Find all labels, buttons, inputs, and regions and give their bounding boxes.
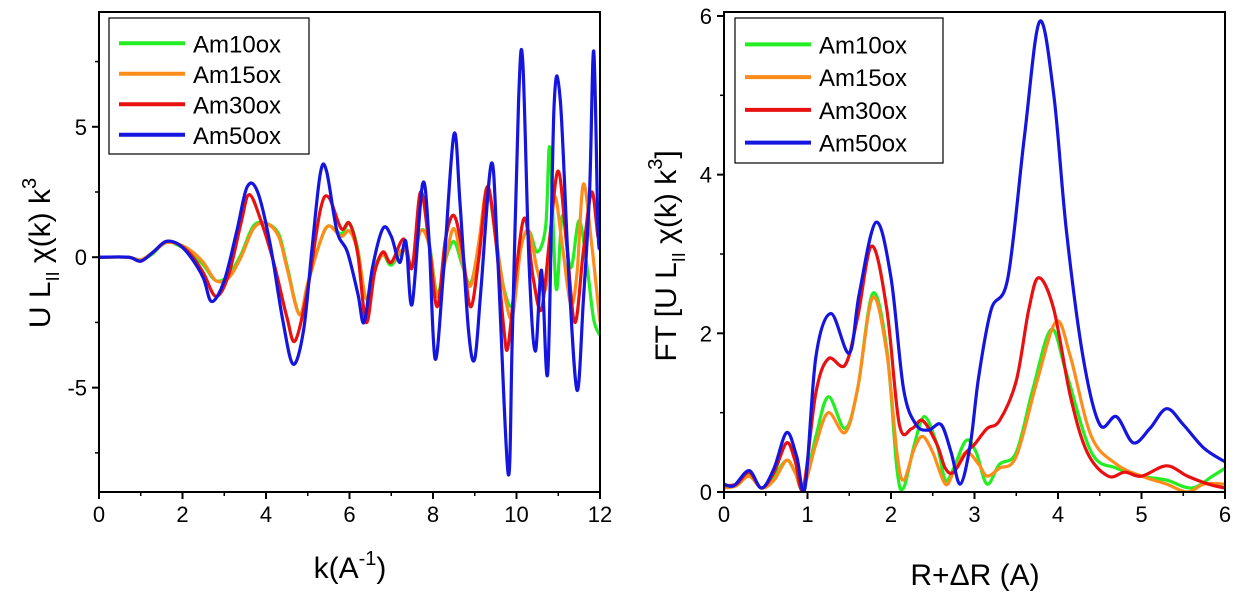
y-axis-title: FT [U LII χ(k) k3] xyxy=(645,150,689,361)
legend-box xyxy=(734,17,944,164)
series-line-am30ox xyxy=(724,244,1225,492)
legend-label: Am15ox xyxy=(193,62,281,89)
series-line-am50ox xyxy=(724,19,1225,492)
y-tick-label: 0 xyxy=(75,245,87,270)
series-line-am15ox xyxy=(99,182,600,323)
x-axis-title: R+ΔR (A) xyxy=(910,559,1039,592)
x-tick-label: 3 xyxy=(968,502,980,527)
legend: Am10ox Am15ox Am30ox Am50ox xyxy=(734,17,944,164)
x-tick-label: 0 xyxy=(718,502,730,527)
y-tick-label: 6 xyxy=(700,4,712,29)
exafs-chi-panel: 0 2 4 6 8 10 12 -5 0 5 k(A-1) U LII χ(k) k3 Am10o… xyxy=(19,11,612,585)
y-tick-label: 5 xyxy=(75,115,87,140)
x-tick-label: 4 xyxy=(260,502,272,527)
x-tick-label: 12 xyxy=(588,502,612,527)
x-axis-title: k(A-1) xyxy=(314,548,387,585)
legend-label: Am50ox xyxy=(193,123,281,150)
axis-ticks: 0 2 4 6 8 10 12 -5 0 5 xyxy=(67,60,612,527)
legend-label: Am10ox xyxy=(193,31,281,58)
legend-label: Am50ox xyxy=(819,131,907,158)
y-axis-title: U LII χ(k) k3 xyxy=(19,178,63,328)
x-tick-label: 8 xyxy=(427,502,439,527)
x-tick-label: 2 xyxy=(885,502,897,527)
x-tick-label: 1 xyxy=(801,502,813,527)
x-tick-label: 10 xyxy=(504,502,528,527)
series-line-am50ox xyxy=(99,47,600,477)
plot-lines xyxy=(724,19,1225,492)
legend-label: Am30ox xyxy=(819,98,907,125)
x-tick-label: 0 xyxy=(93,502,105,527)
y-tick-label: 0 xyxy=(700,480,712,505)
x-tick-label: 6 xyxy=(1219,502,1231,527)
y-tick-label: -5 xyxy=(67,376,87,401)
y-tick-label: 2 xyxy=(700,321,712,346)
x-tick-label: 6 xyxy=(343,502,355,527)
legend-label: Am30ox xyxy=(193,92,281,119)
legend: Am10ox Am15ox Am30ox Am50ox xyxy=(108,17,310,155)
legend-box xyxy=(108,17,310,155)
y-tick-label: 4 xyxy=(700,163,712,188)
x-tick-label: 2 xyxy=(176,502,188,527)
series-line-am15ox xyxy=(724,295,1225,492)
legend-label: Am10ox xyxy=(819,32,907,59)
plot-lines xyxy=(99,47,600,477)
legend-label: Am15ox xyxy=(819,65,907,92)
x-tick-label: 5 xyxy=(1135,502,1147,527)
x-tick-label: 4 xyxy=(1052,502,1064,527)
axis-ticks: 0 1 2 3 4 5 6 0 2 4 6 xyxy=(700,4,1231,527)
series-line-am30ox xyxy=(99,169,600,352)
